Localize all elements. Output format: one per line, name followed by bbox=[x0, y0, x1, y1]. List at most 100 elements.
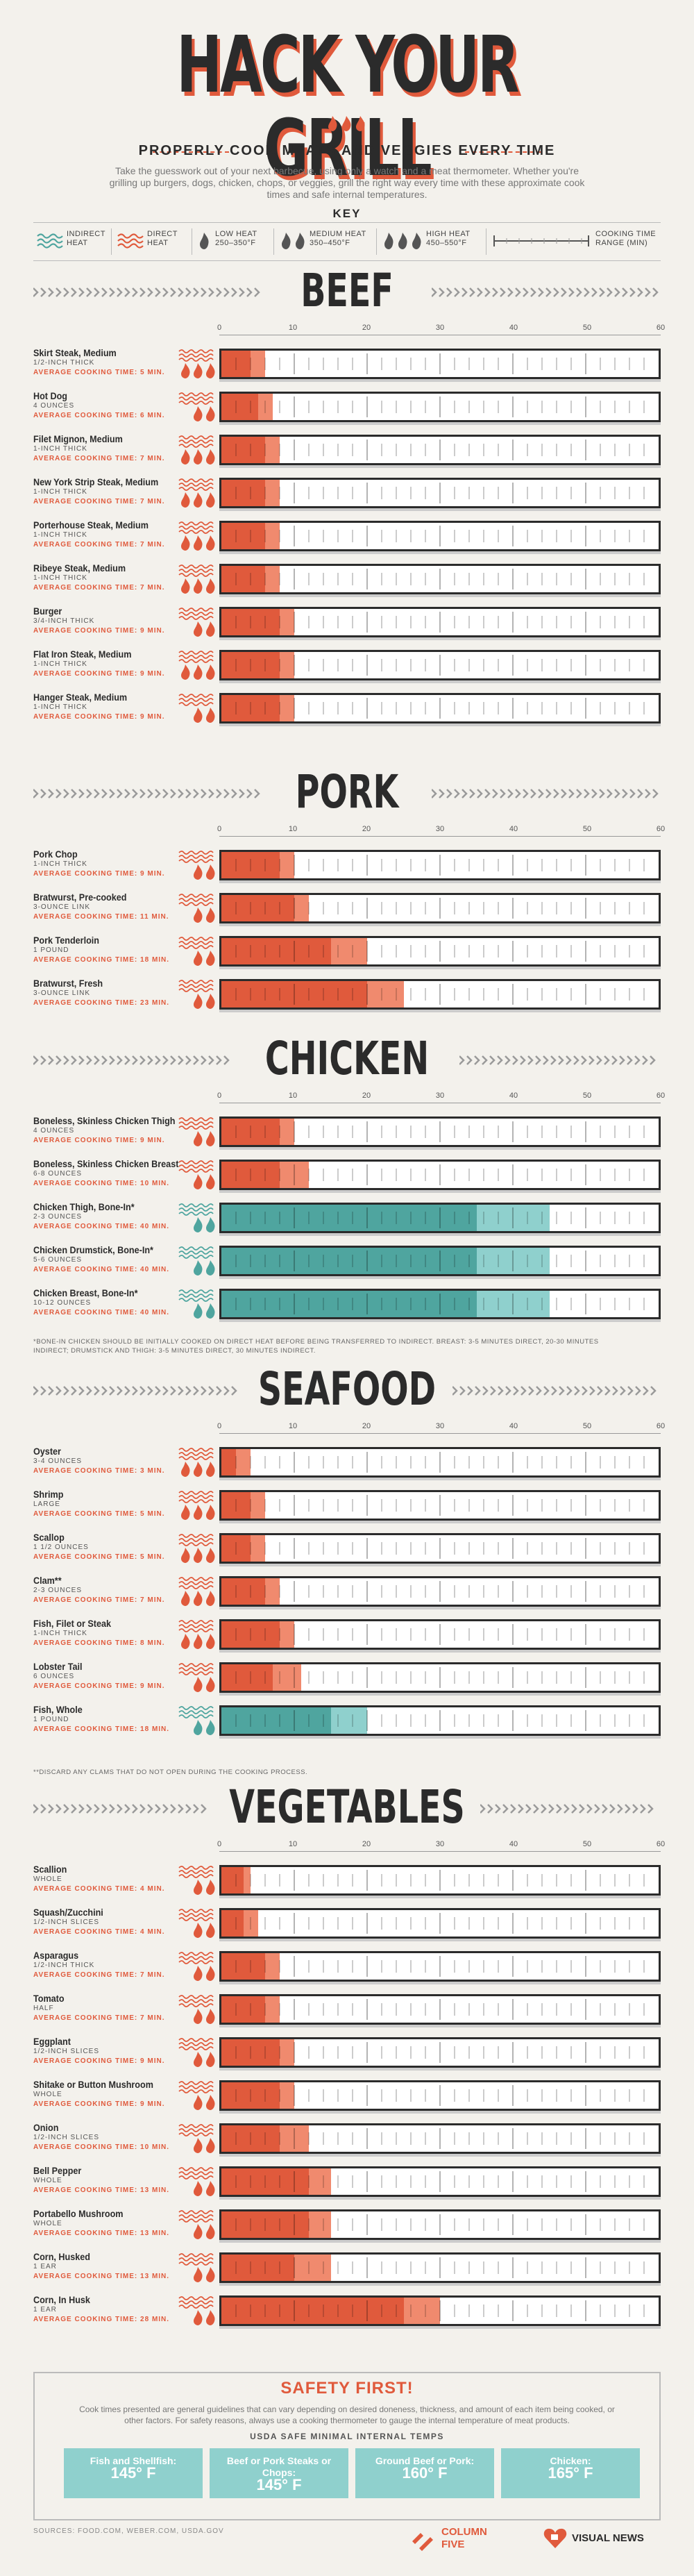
chevron-icon bbox=[56, 1386, 62, 1396]
key-low-label: LOW HEAT 250–350°F bbox=[215, 230, 257, 247]
chevron-icon bbox=[56, 1804, 62, 1814]
chevron-icon bbox=[63, 789, 69, 798]
footnote: *BONE-IN CHICKEN SHOULD BE INITIALLY COO… bbox=[33, 1338, 599, 1355]
flame-icon bbox=[181, 1634, 190, 1649]
food-size: 1/2-INCH THICK bbox=[33, 1962, 95, 1969]
average-time: AVERAGE COOKING TIME: 5 MIN. bbox=[33, 369, 165, 376]
average-time: AVERAGE COOKING TIME: 9 MIN. bbox=[33, 670, 165, 678]
food-row: Pork Chop 1-INCH THICK AVERAGE COOKING TIM… bbox=[33, 842, 661, 885]
flame-icon bbox=[206, 1634, 215, 1649]
heat-wave-icon bbox=[178, 980, 214, 992]
time-range-fill bbox=[251, 1535, 265, 1562]
cooking-time-bar bbox=[219, 1865, 661, 1896]
chevron-icon bbox=[48, 1386, 54, 1396]
flame-icon bbox=[206, 2181, 215, 2196]
flame-icon bbox=[206, 1923, 215, 1938]
heat-wave-icon bbox=[178, 349, 214, 362]
time-range-fill bbox=[280, 852, 294, 878]
average-time: AVERAGE COOKING TIME: 7 MIN. bbox=[33, 498, 165, 505]
chevron-icon bbox=[71, 789, 77, 798]
min-time-fill bbox=[221, 1119, 280, 1145]
logo-text: FIVE bbox=[441, 2539, 465, 2550]
heat-wave-icon bbox=[178, 894, 214, 906]
heat-wave-icon bbox=[178, 1160, 214, 1173]
cooking-time-bar bbox=[219, 564, 661, 594]
chevron-icon bbox=[474, 1055, 480, 1065]
chevron-icon bbox=[482, 1386, 489, 1396]
safety-title: SAFETY FIRST! bbox=[280, 2379, 414, 2398]
flame-icon bbox=[194, 2138, 203, 2153]
flame-icon bbox=[206, 708, 215, 723]
min-time-fill bbox=[221, 1953, 265, 1980]
chevron-icon bbox=[530, 789, 536, 798]
chevron-icon bbox=[86, 1804, 92, 1814]
direct-heat-icon bbox=[178, 851, 215, 880]
chevron-icon bbox=[620, 1386, 626, 1396]
flame-icon bbox=[206, 951, 215, 966]
average-time: AVERAGE COOKING TIME: 9 MIN. bbox=[33, 870, 165, 878]
chevron-icon bbox=[147, 1804, 153, 1814]
flame-icon bbox=[206, 2267, 215, 2282]
flame-icon bbox=[194, 1880, 203, 1895]
column-five-logo: COLUMN FIVE bbox=[409, 2525, 520, 2552]
flame-icon bbox=[194, 2095, 203, 2110]
food-size: 1-INCH THICK bbox=[33, 660, 87, 668]
flames-icon bbox=[328, 116, 365, 131]
direct-heat-icon bbox=[178, 1909, 215, 1938]
axis-tick-label: 40 bbox=[509, 1092, 518, 1100]
average-time: AVERAGE COOKING TIME: 4 MIN. bbox=[33, 1928, 165, 1936]
food-name: Hanger Steak, Medium bbox=[33, 692, 128, 703]
cooking-time-bar bbox=[219, 1705, 661, 1736]
flame-icon bbox=[206, 1966, 215, 1981]
logo-text: COLUMN bbox=[441, 2526, 487, 2538]
chevron-icon bbox=[33, 789, 39, 798]
chevron-icon bbox=[94, 287, 100, 297]
chevron-icon bbox=[56, 789, 62, 798]
chevron-icon bbox=[170, 287, 176, 297]
heat-wave-icon bbox=[178, 1117, 214, 1130]
chevron-icon bbox=[147, 1386, 153, 1396]
heat-wave-icon bbox=[178, 1577, 214, 1589]
food-row: Chicken Drumstick, Bone-In* 5-6 OUNCES AVE… bbox=[33, 1237, 661, 1280]
chevron-icon bbox=[117, 1804, 123, 1814]
chevron-icon bbox=[33, 1804, 39, 1814]
food-name: New York Strip Steak, Medium bbox=[33, 476, 159, 487]
min-time-fill bbox=[221, 2168, 309, 2195]
chevron-icon bbox=[132, 1804, 138, 1814]
cooking-time-bar bbox=[219, 650, 661, 680]
cooking-time-bar bbox=[219, 1994, 661, 2025]
chevron-icon bbox=[452, 1386, 458, 1396]
heat-wave-icon bbox=[178, 651, 214, 663]
chevron-icon bbox=[216, 789, 222, 798]
food-name: Pork Chop bbox=[33, 848, 78, 860]
time-range-fill bbox=[331, 1707, 367, 1734]
chevron-icon bbox=[86, 1386, 92, 1396]
food-size: HALF bbox=[33, 2005, 54, 2012]
chevron-icon bbox=[178, 1804, 184, 1814]
chevron-icon bbox=[162, 1804, 169, 1814]
flame-icon bbox=[206, 908, 215, 923]
chevron-icon bbox=[518, 1804, 524, 1814]
axis-tick-label: 20 bbox=[362, 1840, 371, 1848]
bar-shadow bbox=[219, 507, 661, 511]
heat-wave-icon bbox=[178, 1491, 214, 1503]
food-size: WHOLE bbox=[33, 2091, 62, 2098]
bar-shadow bbox=[219, 1476, 661, 1480]
food-row: Hanger Steak, Medium 1-INCH THICK AVERAGE … bbox=[33, 685, 661, 728]
chevron-icon bbox=[553, 789, 559, 798]
average-time: AVERAGE COOKING TIME: 18 MIN. bbox=[33, 956, 170, 964]
chevron-icon bbox=[528, 1386, 534, 1396]
axis-tick-label: 30 bbox=[435, 1092, 445, 1100]
chevron-icon bbox=[162, 287, 169, 297]
chevron-icon bbox=[117, 789, 123, 798]
chevron-icon bbox=[86, 789, 92, 798]
chevron-icon bbox=[505, 1055, 511, 1065]
axis-tick-label: 60 bbox=[656, 1092, 666, 1100]
heat-wave-icon bbox=[178, 2038, 214, 2050]
key-indirect-label: INDIRECT HEAT bbox=[67, 230, 105, 247]
flame-icon bbox=[194, 449, 203, 465]
chevron-icon bbox=[63, 287, 69, 297]
axis-tick-label: 10 bbox=[288, 1092, 298, 1100]
food-name: Lobster Tail bbox=[33, 1661, 83, 1672]
chevron-icon bbox=[466, 1055, 473, 1065]
